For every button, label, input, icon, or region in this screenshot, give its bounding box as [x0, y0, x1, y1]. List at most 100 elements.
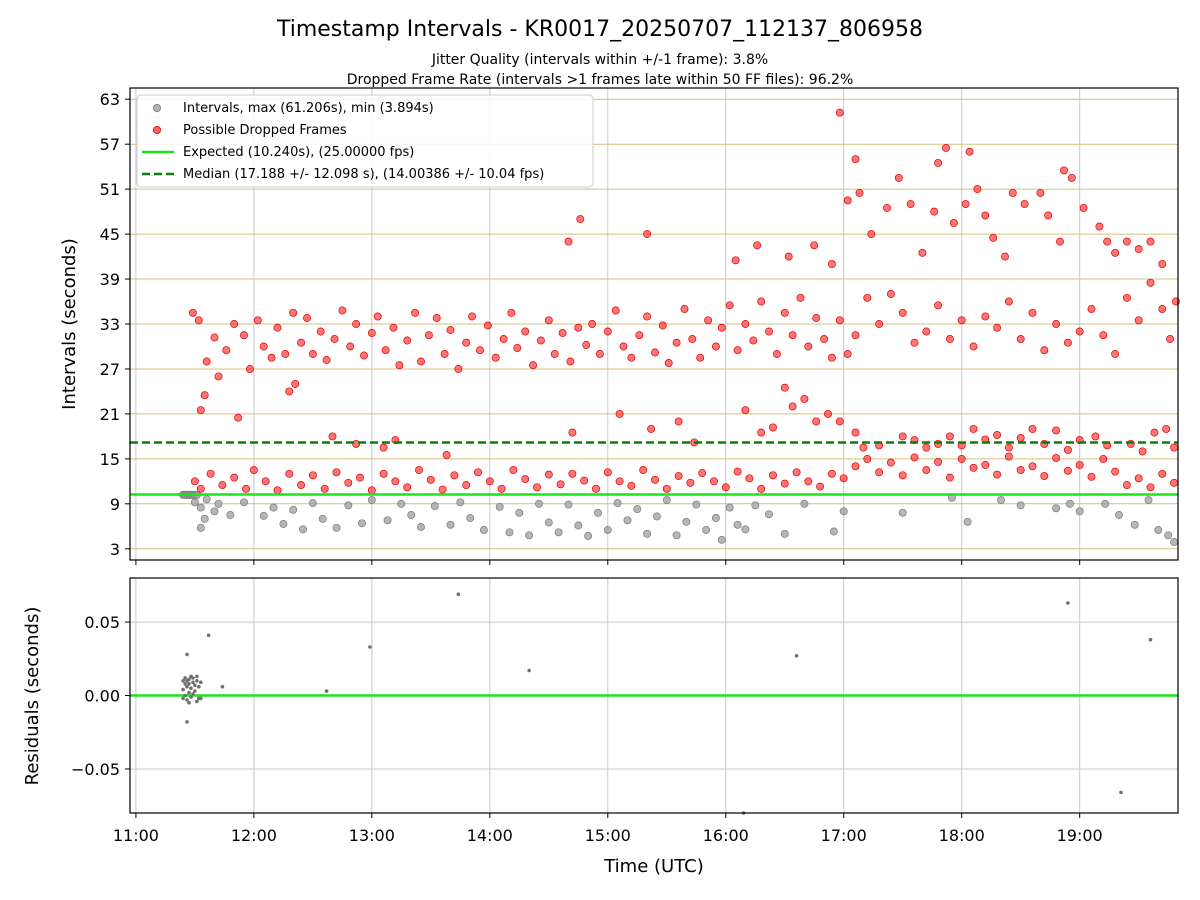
- top-y-tick-label: 33: [100, 315, 120, 334]
- x-tick-label: 11:00: [113, 826, 159, 845]
- x-axis-label: Time (UTC): [603, 856, 704, 877]
- top-y-tick-label: 21: [100, 405, 120, 424]
- interval-point: [765, 510, 773, 519]
- bottom-y-axis-label: Residuals (seconds): [22, 607, 43, 786]
- dropped-frame-point: [529, 361, 538, 370]
- dropped-frame-point: [289, 308, 298, 317]
- dropped-frame-point: [1111, 248, 1120, 257]
- interval-point: [397, 499, 406, 508]
- dropped-frame-point: [389, 323, 398, 332]
- interval-point: [725, 503, 734, 512]
- dropped-frame-point: [680, 305, 689, 313]
- interval-point: [603, 526, 612, 534]
- dropped-frame-point: [780, 479, 789, 488]
- residual-point: [199, 680, 203, 685]
- interval-point: [196, 503, 205, 512]
- residual-point: [195, 679, 199, 683]
- dropped-frame-point: [1087, 305, 1096, 313]
- interval-point: [780, 529, 789, 538]
- dropped-frame-point: [1001, 252, 1009, 261]
- dropped-frame-point: [346, 342, 355, 351]
- dropped-frame-point: [993, 430, 1002, 439]
- dropped-frame-point: [1004, 297, 1013, 306]
- dropped-frame-point: [839, 474, 848, 483]
- dropped-frame-point: [721, 483, 730, 492]
- dropped-frame-point: [981, 312, 990, 321]
- dropped-frame-point: [733, 346, 742, 355]
- dropped-frame-point: [674, 472, 683, 481]
- dropped-frame-point: [800, 394, 809, 403]
- dropped-frame-point: [1016, 466, 1025, 475]
- dropped-frame-point: [827, 353, 836, 362]
- dropped-frame-point: [780, 383, 789, 392]
- dropped-frame-point: [772, 350, 781, 358]
- dropped-frame-point: [812, 417, 821, 426]
- dropped-frame-point: [973, 185, 982, 194]
- dropped-frame-point: [816, 482, 825, 491]
- dropped-frame-point: [1134, 474, 1143, 483]
- dropped-frame-point: [863, 293, 872, 302]
- interval-point: [584, 532, 593, 540]
- interval-point: [259, 511, 268, 520]
- dropped-frame-point: [934, 301, 943, 310]
- residual-point: [191, 680, 195, 685]
- dropped-frame-point: [188, 308, 197, 317]
- dropped-frame-point: [1103, 237, 1112, 246]
- dropped-frame-point: [483, 321, 492, 330]
- dropped-frame-point: [1111, 350, 1120, 358]
- dropped-frame-point: [1028, 462, 1037, 471]
- dropped-frame-point: [249, 466, 258, 475]
- top-y-tick-label: 57: [100, 135, 120, 154]
- dropped-frame-point: [536, 336, 545, 345]
- interval-point: [751, 501, 760, 510]
- dropped-frame-point: [883, 203, 891, 212]
- interval-point: [456, 498, 465, 507]
- dropped-frame-point: [792, 468, 801, 477]
- dropped-frame-point: [454, 365, 463, 373]
- residual-point: [183, 682, 187, 686]
- dropped-frame-point: [574, 323, 583, 332]
- interval-point: [613, 499, 622, 508]
- dropped-frame-point: [1016, 335, 1025, 343]
- dropped-frame-point: [391, 477, 400, 486]
- top-y-tick-label: 15: [100, 450, 120, 469]
- legend-marker-intervals: [152, 104, 161, 113]
- dropped-frame-point: [710, 477, 718, 486]
- residual-point: [206, 633, 211, 638]
- dropped-frame-point: [507, 308, 516, 317]
- dropped-frame-point: [544, 470, 553, 479]
- interval-point: [963, 517, 972, 526]
- dropped-frame-point: [462, 481, 471, 490]
- interval-point: [1101, 499, 1110, 508]
- interval-point: [210, 507, 219, 516]
- legend-label-dropped: Possible Dropped Frames: [183, 123, 347, 138]
- dropped-frame-point: [835, 108, 844, 117]
- dropped-frame-point: [285, 469, 294, 478]
- dropped-frame-point: [934, 158, 943, 167]
- interval-point: [1130, 520, 1139, 529]
- dropped-frame-point: [949, 218, 958, 227]
- dropped-frame-point: [379, 443, 388, 452]
- dropped-frame-point: [297, 338, 306, 347]
- dropped-frame-point: [1111, 467, 1120, 476]
- dropped-frame-point: [253, 316, 262, 325]
- dropped-frame-point: [704, 316, 713, 325]
- dropped-frame-point: [194, 316, 203, 325]
- dropped-frame-point: [894, 173, 903, 182]
- dropped-frame-point: [688, 335, 697, 343]
- dropped-frame-point: [875, 320, 884, 328]
- dropped-frame-point: [1134, 316, 1143, 325]
- dropped-frame-point: [218, 481, 227, 490]
- interval-point: [1052, 504, 1061, 513]
- dropped-frame-point: [521, 327, 530, 336]
- legend: Intervals, max (61.206s), min (3.894s) P…: [136, 94, 594, 188]
- dropped-frame-point: [961, 200, 970, 209]
- dropped-frame-point: [320, 484, 329, 493]
- dropped-frame-point: [485, 477, 494, 486]
- dropped-frame-point: [474, 468, 482, 477]
- dropped-frame-point: [1063, 338, 1072, 347]
- legend-marker-dropped: [152, 126, 161, 135]
- dropped-frame-point: [820, 335, 829, 343]
- interval-point: [344, 501, 353, 510]
- dropped-frame-point: [509, 466, 518, 475]
